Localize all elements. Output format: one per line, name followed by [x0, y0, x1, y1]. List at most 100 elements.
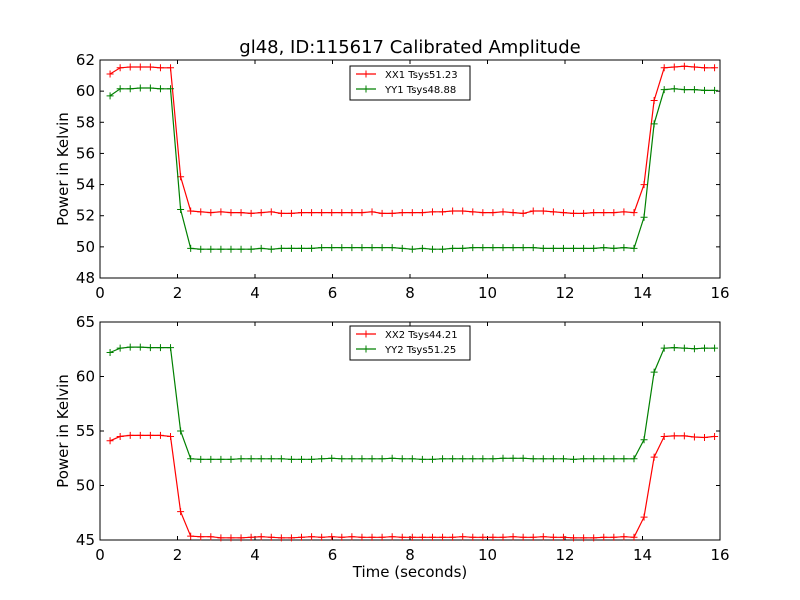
- p0-y-tick-label: 62: [76, 51, 95, 69]
- p1-series-1-point: [388, 454, 396, 462]
- p0-series-0-point: [197, 208, 205, 216]
- p1-series-0-point: [449, 533, 457, 541]
- p0-x-tick-label: 2: [173, 284, 183, 302]
- p0-series-0-point: [328, 209, 336, 217]
- p1-series-1-point: [479, 455, 487, 463]
- p0-series-0-point: [187, 207, 195, 215]
- bottom-subplot: 0 2 4 6 8 10 12 14 16 45 50 55 60 65 Power in Kelvin Ti…: [54, 313, 730, 581]
- p1-series-0-point: [580, 534, 588, 542]
- p0-series-0-point: [660, 64, 668, 72]
- p1-series-0-point: [459, 533, 467, 541]
- p1-series-1-point: [177, 427, 185, 435]
- p1-series-0-point: [670, 432, 678, 440]
- p0-series-1-point: [338, 244, 346, 252]
- p0-x-tick-label: 8: [405, 284, 415, 302]
- p1-series-1-point: [146, 344, 154, 352]
- p1-series-0-point: [388, 533, 396, 541]
- p1-series-0-point: [711, 432, 719, 440]
- p1-x-tick-label: 12: [555, 546, 574, 564]
- p0-series-0-point: [529, 207, 537, 215]
- p1-series-0-point: [570, 534, 578, 542]
- p1-series-1-point: [156, 344, 164, 352]
- p0-series-0-point: [428, 208, 436, 216]
- p1-series-0-point: [529, 533, 537, 541]
- p1-series-1-point: [167, 344, 175, 352]
- p0-series-0-point: [711, 64, 719, 72]
- p1-y-tick-label: 55: [76, 422, 95, 440]
- p1-series-0-point: [690, 433, 698, 441]
- p0-series-1-point: [126, 85, 134, 93]
- p0-series-1-point: [177, 205, 185, 213]
- p1-series-0-point: [308, 533, 316, 541]
- p0-series-1-point: [680, 86, 688, 94]
- p1-series-0-point: [368, 533, 376, 541]
- p1-legend-label-0: XX2 Tsys44.21: [385, 330, 458, 341]
- p0-series-0-point: [549, 208, 557, 216]
- p1-series-0-point: [519, 533, 527, 541]
- p0-series-1-point: [559, 244, 567, 252]
- p0-x-tick-label: 0: [95, 284, 105, 302]
- p0-legend-marker-0: [362, 70, 370, 78]
- p0-series-1-point: [570, 244, 578, 252]
- p0-series-0-point: [650, 96, 658, 104]
- p0-series-1-point: [539, 244, 547, 252]
- p1-series-1-point: [378, 455, 386, 463]
- p1-series-0-point: [338, 533, 346, 541]
- p0-series-1-point: [479, 244, 487, 252]
- p1-series-0-point: [287, 534, 295, 542]
- p0-series-1-point: [630, 244, 638, 252]
- p0-series-1-point: [237, 245, 245, 253]
- p0-series-1-point: [207, 245, 215, 253]
- p1-series-0-point: [549, 533, 557, 541]
- p1-series-0-point: [660, 432, 668, 440]
- p0-series-0-point: [126, 63, 134, 71]
- p1-series-1-point: [449, 455, 457, 463]
- p0-series-0-point: [308, 209, 316, 217]
- p0-series-0-point: [479, 209, 487, 217]
- p0-series-0-point: [368, 208, 376, 216]
- p0-series-0-point: [298, 209, 305, 217]
- p0-series-1-point: [449, 244, 457, 252]
- p0-series-1-point: [580, 244, 588, 252]
- p0-series-0-point: [570, 209, 578, 217]
- p1-series-1-point: [207, 455, 215, 463]
- p1-series-1-point: [247, 455, 255, 463]
- p0-series-1-point: [287, 244, 295, 252]
- p0-series-0-point: [600, 209, 608, 217]
- p1-series-1-point: [257, 455, 265, 463]
- p1-series-0-point: [328, 533, 336, 541]
- p1-series-0-point: [680, 432, 688, 440]
- p0-y-tick-label: 50: [76, 238, 95, 256]
- p0-series-1-point: [368, 244, 376, 252]
- p1-series-0-point: [600, 533, 608, 541]
- p1-series-1-point: [459, 455, 467, 463]
- top-subplot: 0 2 4 6 8 10 12 14 16 48 50 52 54 56 58 60 62 Power in Ke…: [54, 51, 730, 302]
- p1-series-1-point: [630, 455, 638, 463]
- p1-series-1-point: [408, 455, 416, 463]
- p1-series-0-point: [479, 533, 487, 541]
- p1-series-1-point: [499, 454, 507, 462]
- p1-series-1-point: [418, 455, 426, 463]
- p1-y-tick-label: 60: [76, 368, 95, 386]
- p0-series-1-point: [227, 245, 235, 253]
- p0-series-0-point: [580, 209, 588, 217]
- p1-series-0-point: [187, 532, 195, 540]
- p0-series-1-point: [167, 85, 175, 93]
- p1-series-0-point: [136, 431, 144, 439]
- p1-x-tick-label: 14: [633, 546, 652, 564]
- p1-series-1-point: [701, 344, 708, 352]
- p0-series-1-point: [318, 244, 326, 252]
- p1-series-1-point: [287, 455, 295, 463]
- p1-series-1-point: [489, 455, 497, 463]
- p0-series-0-point: [469, 208, 477, 216]
- p1-x-tick-label: 10: [478, 546, 497, 564]
- p0-series-0-point: [701, 64, 708, 72]
- p1-series-1-point: [680, 344, 688, 352]
- p0-series-1-point: [439, 245, 447, 253]
- p1-series-1-point: [237, 455, 245, 463]
- p1-series-1-point: [519, 454, 527, 462]
- p1-series-0-point: [177, 508, 185, 516]
- p1-legend-marker-1: [362, 345, 370, 353]
- p1-x-tick-label: 2: [173, 546, 183, 564]
- p0-series-1-point: [660, 86, 668, 94]
